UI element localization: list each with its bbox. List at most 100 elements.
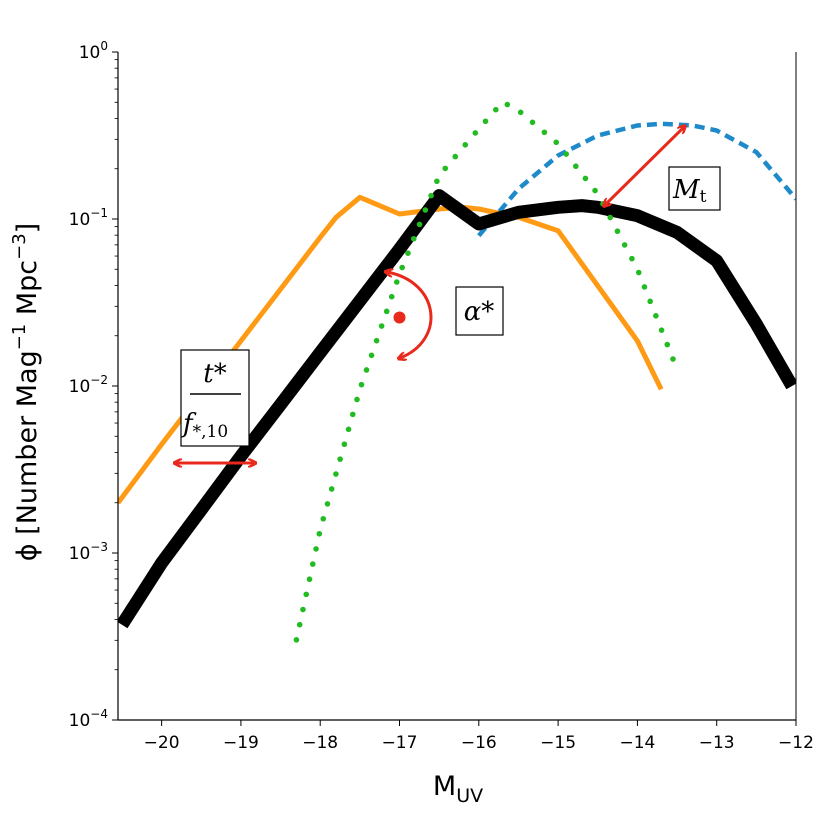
- alpha-series-dot: [383, 308, 390, 315]
- annotation-mt-label-main: M: [672, 175, 701, 205]
- x-tick-label: −18: [302, 733, 338, 753]
- annotation-mt-label: Mt: [672, 175, 707, 207]
- annotation-mt-label-sub: t: [700, 187, 707, 207]
- alpha-series-dot: [316, 530, 323, 537]
- alpha-series-dot: [300, 606, 306, 613]
- y-axis-label-post: ]: [12, 223, 43, 234]
- y-tick-label: 10−2: [69, 373, 108, 397]
- alpha-series-dot: [635, 269, 642, 276]
- series-line-fiducial: [118, 189, 796, 629]
- alpha-series-dot: [337, 456, 343, 462]
- alpha-series-dot: [582, 175, 589, 182]
- annotation-alpha-label: α*: [464, 297, 495, 327]
- alpha-series-dot: [563, 151, 570, 157]
- alpha-series-dot: [529, 119, 536, 126]
- alpha-series-dot: [296, 621, 303, 628]
- y-tick-label: 10−3: [69, 540, 108, 564]
- alpha-series-dot: [422, 207, 429, 213]
- y-axis-label-exp1: −1: [9, 324, 30, 351]
- x-axis-label: MUV: [433, 771, 483, 807]
- y-tick-label: 10−1: [69, 206, 108, 230]
- alpha-series-dot: [573, 163, 579, 170]
- alpha-series-dot: [541, 129, 548, 136]
- alpha-series-dot: [647, 298, 653, 305]
- alpha-series-dot: [452, 153, 459, 160]
- alpha-series-dot: [641, 284, 648, 290]
- alpha-series-dot: [333, 471, 339, 477]
- annotation-mt: Mt: [605, 127, 721, 211]
- y-tick-label: 10−4: [69, 707, 108, 731]
- alpha-series-dot: [664, 341, 671, 348]
- alpha-series-dot: [388, 293, 395, 300]
- x-tick-label: −14: [619, 733, 655, 753]
- annotation-alpha-arrow: [387, 272, 433, 358]
- alpha-series-dot: [313, 546, 319, 552]
- annotation-alpha: α*: [387, 272, 504, 358]
- x-tick-label: −17: [382, 733, 418, 753]
- y-axis-label-mid: Mpc: [12, 260, 43, 324]
- alpha-series-dot: [658, 327, 665, 333]
- y-axis-ticks: 100 10−1 10−2 10−3 10−4: [69, 39, 118, 731]
- alpha-series-dot: [472, 130, 479, 136]
- y-axis-label-pre: ϕ [Number Mag: [12, 350, 43, 561]
- alpha-series-dot: [653, 312, 659, 319]
- alpha-series-dot: [303, 591, 310, 598]
- alpha-series-dot: [592, 187, 598, 194]
- alpha-series-dot: [493, 106, 499, 113]
- alpha-series-dot: [368, 352, 375, 359]
- x-tick-label: −12: [778, 733, 814, 753]
- alpha-series-dot: [293, 637, 300, 643]
- annotation-tstar-den-sub: *,10: [193, 422, 229, 442]
- alpha-series-dot: [434, 178, 440, 185]
- x-axis-label-sub: UV: [456, 785, 483, 807]
- alpha-series-dot: [358, 381, 365, 388]
- alpha-series-dot: [378, 323, 385, 329]
- annotation-alpha-box: [455, 286, 504, 336]
- alpha-series-dot: [462, 141, 469, 148]
- alpha-series-dot: [416, 221, 423, 228]
- x-axis-label-main: M: [433, 771, 456, 802]
- alpha-series-dot: [320, 516, 327, 522]
- alpha-series-dot: [517, 109, 524, 116]
- alpha-series-dot: [393, 279, 400, 285]
- annotation-tstar-box: [180, 349, 250, 447]
- x-tick-label: −13: [699, 733, 735, 753]
- alpha-series-dot: [428, 192, 434, 199]
- series-points-varied-alpha: [293, 101, 676, 643]
- alpha-series-dot: [553, 139, 560, 146]
- alpha-series-dot: [442, 165, 449, 172]
- alpha-series-dot: [614, 228, 621, 235]
- annotation-tstar: t* f*,10: [176, 349, 254, 463]
- alpha-series-dot: [621, 242, 628, 248]
- alpha-series-dot: [363, 367, 370, 373]
- annotation-tstar-numerator: t*: [203, 359, 226, 389]
- x-tick-label: −16: [461, 733, 497, 753]
- x-axis-ticks: −20 −19 −18 −17 −16 −15 −14 −13 −12: [144, 720, 814, 753]
- alpha-series-dot: [670, 356, 676, 362]
- alpha-series-dot: [345, 426, 352, 433]
- alpha-series-dot: [399, 264, 405, 271]
- annotation-mt-arrow: [605, 127, 684, 205]
- alpha-series-dot: [607, 214, 613, 221]
- pivot-point: [393, 311, 406, 324]
- x-tick-label: −20: [144, 733, 180, 753]
- x-tick-label: −19: [223, 733, 259, 753]
- alpha-series-dot: [629, 255, 635, 262]
- alpha-series-dot: [354, 396, 360, 403]
- alpha-series-dot: [410, 235, 417, 242]
- alpha-series-dot: [324, 501, 331, 507]
- annotation-mt-box: [668, 166, 721, 211]
- alpha-series-dot: [482, 118, 489, 125]
- y-axis-label: ϕ [Number Mag−1 Mpc−3]: [9, 223, 43, 561]
- alpha-series-dot: [504, 101, 511, 108]
- y-tick-label: 100: [79, 39, 108, 63]
- alpha-series-dot: [405, 250, 411, 256]
- alpha-series-dot: [306, 576, 313, 583]
- alpha-series-dot: [328, 486, 335, 492]
- alpha-series-dot: [373, 337, 380, 344]
- alpha-series-dot: [309, 561, 316, 567]
- x-tick-label: −15: [540, 733, 576, 753]
- alpha-series-dot: [349, 411, 356, 418]
- alpha-series-dot: [341, 441, 348, 448]
